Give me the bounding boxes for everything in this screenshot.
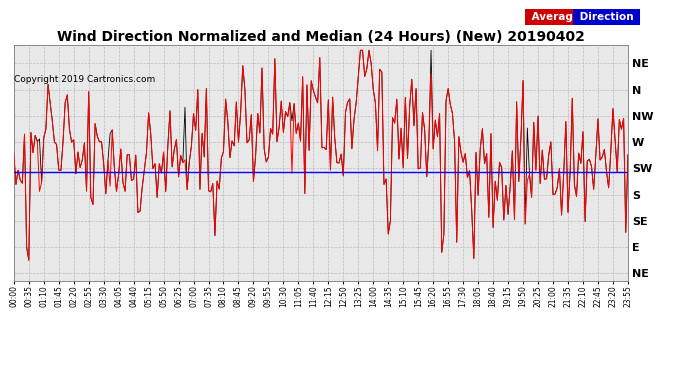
Text: Copyright 2019 Cartronics.com: Copyright 2019 Cartronics.com: [14, 75, 155, 84]
Title: Wind Direction Normalized and Median (24 Hours) (New) 20190402: Wind Direction Normalized and Median (24…: [57, 30, 585, 44]
Text: Direction: Direction: [576, 12, 638, 22]
Text: Average: Average: [528, 12, 584, 22]
